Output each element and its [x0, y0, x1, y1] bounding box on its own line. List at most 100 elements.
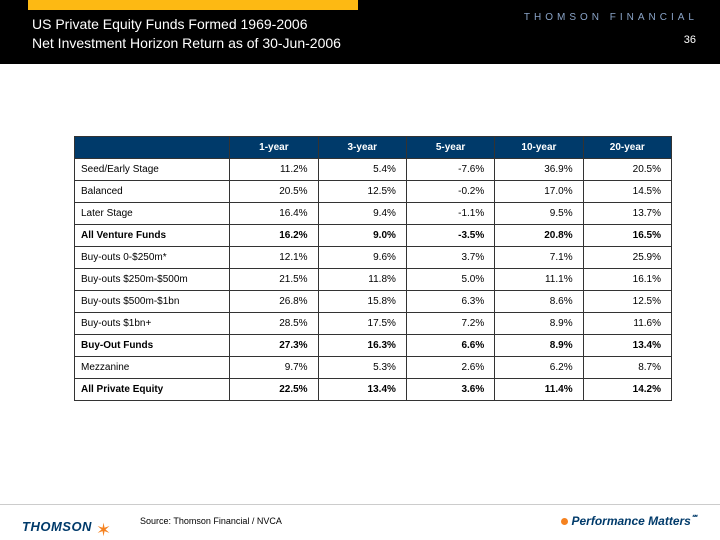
cell-value: 16.5%: [583, 225, 671, 247]
accent-bar: [28, 0, 358, 10]
cell-value: 5.4%: [318, 159, 406, 181]
cell-value: 12.5%: [583, 291, 671, 313]
table-row: Buy-Out Funds27.3%16.3%6.6%8.9%13.4%: [75, 335, 672, 357]
row-label: Mezzanine: [75, 357, 230, 379]
thomson-logo: THOMSON ✶: [22, 519, 111, 534]
cell-value: 11.4%: [495, 379, 583, 401]
brand-label: THOMSON FINANCIAL: [524, 12, 698, 23]
cell-value: 2.6%: [406, 357, 494, 379]
cell-value: 9.5%: [495, 203, 583, 225]
logo-text: THOMSON: [22, 519, 92, 534]
cell-value: 5.3%: [318, 357, 406, 379]
cell-value: -0.2%: [406, 181, 494, 203]
table-header-row: 1-year3-year5-year10-year20-year: [75, 137, 672, 159]
table-row: All Private Equity22.5%13.4%3.6%11.4%14.…: [75, 379, 672, 401]
cell-value: 27.3%: [230, 335, 318, 357]
cell-value: 21.5%: [230, 269, 318, 291]
returns-table-container: 1-year3-year5-year10-year20-year Seed/Ea…: [74, 136, 672, 401]
cell-value: 15.8%: [318, 291, 406, 313]
cell-value: 20.5%: [230, 181, 318, 203]
col-header: 1-year: [230, 137, 318, 159]
title-line-1: US Private Equity Funds Formed 1969-2006: [32, 15, 341, 34]
cell-value: 36.9%: [495, 159, 583, 181]
table-body: Seed/Early Stage11.2%5.4%-7.6%36.9%20.5%…: [75, 159, 672, 401]
tagline-text: Performance Matters: [571, 514, 690, 528]
cell-value: 25.9%: [583, 247, 671, 269]
row-label: All Private Equity: [75, 379, 230, 401]
cell-value: 16.4%: [230, 203, 318, 225]
cell-value: 20.8%: [495, 225, 583, 247]
cell-value: 6.6%: [406, 335, 494, 357]
cell-value: 17.5%: [318, 313, 406, 335]
cell-value: 17.0%: [495, 181, 583, 203]
slide-title: US Private Equity Funds Formed 1969-2006…: [32, 15, 341, 53]
row-label: Seed/Early Stage: [75, 159, 230, 181]
table-row: Balanced20.5%12.5%-0.2%17.0%14.5%: [75, 181, 672, 203]
row-label: Later Stage: [75, 203, 230, 225]
row-label: Buy-outs $250m-$500m: [75, 269, 230, 291]
star-icon: ✶: [96, 526, 111, 535]
cell-value: 16.2%: [230, 225, 318, 247]
cell-value: -1.1%: [406, 203, 494, 225]
table-row: Buy-outs $1bn+28.5%17.5%7.2%8.9%11.6%: [75, 313, 672, 335]
table-row: Buy-outs 0-$250m*12.1%9.6%3.7%7.1%25.9%: [75, 247, 672, 269]
row-label: Buy-outs $500m-$1bn: [75, 291, 230, 313]
cell-value: 9.7%: [230, 357, 318, 379]
table-row: Seed/Early Stage11.2%5.4%-7.6%36.9%20.5%: [75, 159, 672, 181]
cell-value: 9.6%: [318, 247, 406, 269]
table-head: 1-year3-year5-year10-year20-year: [75, 137, 672, 159]
page-number: 36: [684, 34, 696, 46]
row-label: Buy-Out Funds: [75, 335, 230, 357]
row-label: Balanced: [75, 181, 230, 203]
cell-value: 16.3%: [318, 335, 406, 357]
cell-value: 16.1%: [583, 269, 671, 291]
table-row: Buy-outs $250m-$500m21.5%11.8%5.0%11.1%1…: [75, 269, 672, 291]
dot-icon: [561, 518, 568, 525]
cell-value: 6.2%: [495, 357, 583, 379]
cell-value: 7.1%: [495, 247, 583, 269]
cell-value: 3.7%: [406, 247, 494, 269]
cell-value: 12.5%: [318, 181, 406, 203]
cell-value: 14.2%: [583, 379, 671, 401]
cell-value: 8.9%: [495, 335, 583, 357]
cell-value: 20.5%: [583, 159, 671, 181]
cell-value: 13.4%: [583, 335, 671, 357]
cell-value: 7.2%: [406, 313, 494, 335]
col-header: 5-year: [406, 137, 494, 159]
header-bar: US Private Equity Funds Formed 1969-2006…: [0, 0, 720, 64]
cell-value: 11.8%: [318, 269, 406, 291]
cell-value: 13.7%: [583, 203, 671, 225]
col-header-category: [75, 137, 230, 159]
col-header: 20-year: [583, 137, 671, 159]
cell-value: 8.7%: [583, 357, 671, 379]
cell-value: 9.0%: [318, 225, 406, 247]
cell-value: 8.9%: [495, 313, 583, 335]
cell-value: 6.3%: [406, 291, 494, 313]
cell-value: 9.4%: [318, 203, 406, 225]
tagline: Performance Matters℠: [561, 514, 698, 528]
cell-value: 11.1%: [495, 269, 583, 291]
col-header: 10-year: [495, 137, 583, 159]
cell-value: 5.0%: [406, 269, 494, 291]
table-row: Mezzanine9.7%5.3%2.6%6.2%8.7%: [75, 357, 672, 379]
row-label: Buy-outs $1bn+: [75, 313, 230, 335]
title-line-2: Net Investment Horizon Return as of 30-J…: [32, 34, 341, 53]
table-row: Later Stage16.4%9.4%-1.1%9.5%13.7%: [75, 203, 672, 225]
table-row: All Venture Funds16.2%9.0%-3.5%20.8%16.5…: [75, 225, 672, 247]
cell-value: 28.5%: [230, 313, 318, 335]
cell-value: 11.6%: [583, 313, 671, 335]
slide: US Private Equity Funds Formed 1969-2006…: [0, 0, 720, 540]
cell-value: 8.6%: [495, 291, 583, 313]
cell-value: 22.5%: [230, 379, 318, 401]
cell-value: 26.8%: [230, 291, 318, 313]
cell-value: 12.1%: [230, 247, 318, 269]
cell-value: -3.5%: [406, 225, 494, 247]
row-label: Buy-outs 0-$250m*: [75, 247, 230, 269]
footer-divider: [0, 504, 720, 505]
returns-table: 1-year3-year5-year10-year20-year Seed/Ea…: [74, 136, 672, 401]
source-text: Source: Thomson Financial / NVCA: [140, 516, 282, 526]
col-header: 3-year: [318, 137, 406, 159]
cell-value: -7.6%: [406, 159, 494, 181]
cell-value: 14.5%: [583, 181, 671, 203]
row-label: All Venture Funds: [75, 225, 230, 247]
